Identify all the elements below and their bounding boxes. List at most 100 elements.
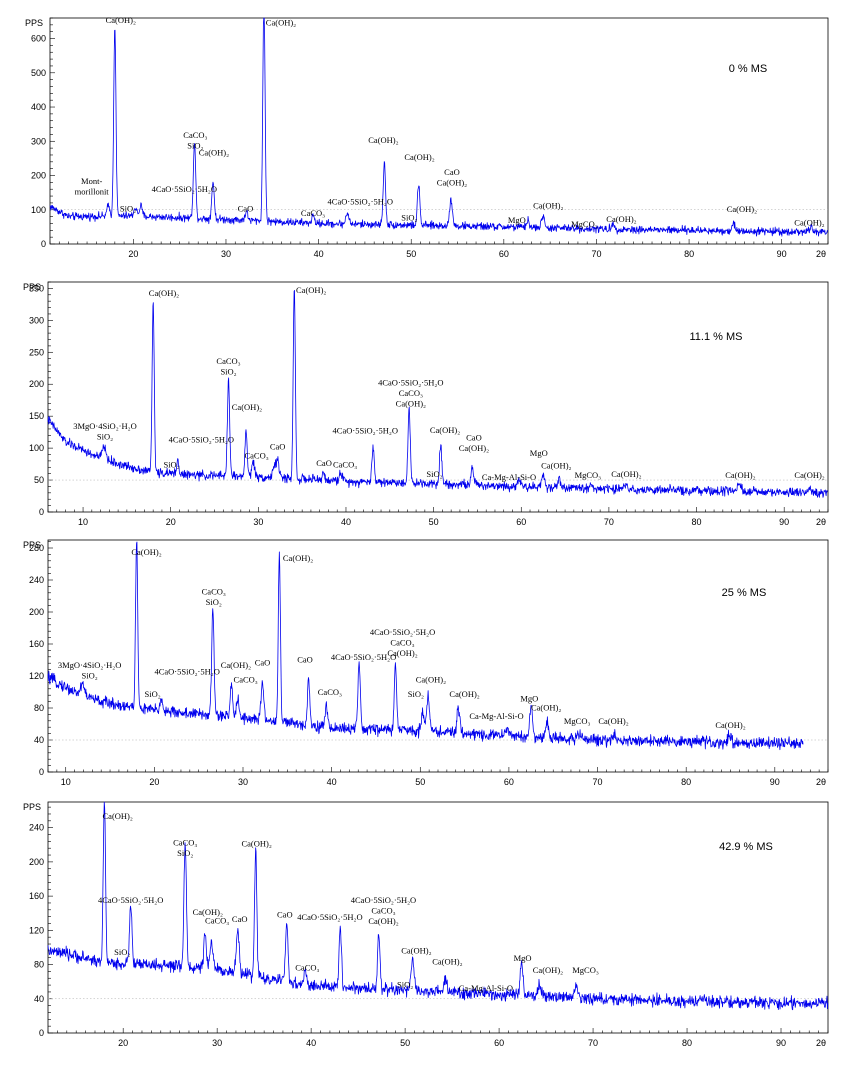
- diffraction-pattern-line: [47, 541, 804, 751]
- peak-annotation: SiO₂: [408, 689, 424, 699]
- peak-annotation: Ca(OH)₂: [598, 716, 628, 726]
- peak-annotation: MgO: [520, 694, 538, 704]
- peak-annotation-line: Ca(OH)₂: [149, 288, 179, 298]
- peak-annotation-line: CaCO₃: [333, 459, 357, 469]
- peak-annotation: Ca-Mg-Al-Si-O: [459, 983, 513, 993]
- peak-annotation-line: MgO: [520, 694, 538, 704]
- peak-annotation-line: CaCO₃: [371, 905, 395, 915]
- peak-annotation: Ca(OH)₂: [221, 660, 251, 670]
- x-tick-label: 80: [684, 249, 694, 259]
- peak-annotation: CaO: [297, 654, 313, 664]
- peak-annotation: Ca(OH)₂: [794, 218, 824, 228]
- peak-annotation: Ca(OH)₂: [432, 957, 462, 967]
- peak-annotation: 4CaO·5SiO₂·5H₂O: [331, 652, 396, 662]
- peak-annotation-line: SiO₂: [163, 459, 179, 469]
- peak-annotation-line: Ca(OH)₂: [611, 469, 641, 479]
- x-tick-label: 70: [593, 777, 603, 787]
- x-tick-label: 20: [118, 1038, 128, 1048]
- peak-annotation-line: 4CaO·5SiO₂·5H₂O: [331, 652, 396, 662]
- x-tick-label: 30: [212, 1038, 222, 1048]
- peak-annotation-line: SiO₂: [426, 469, 442, 479]
- peak-annotation-line: 4CaO·5SiO₂·5H₂O: [152, 184, 217, 194]
- peak-annotation: Ca(OH)₂: [193, 907, 223, 917]
- peak-annotation: CaO: [316, 458, 332, 468]
- peak-annotation-line: Ca(OH)₂: [106, 15, 136, 25]
- peak-annotation: Ca(OH)₂: [404, 152, 434, 162]
- peak-annotation-line: SiO₂: [177, 848, 193, 858]
- peak-annotation: Ca(OH)₂: [727, 204, 757, 214]
- peak-annotation-line: Ca-Mg-Al-Si-O: [469, 711, 523, 721]
- peak-annotation: MgO: [530, 448, 548, 458]
- x-tick-label: 70: [591, 249, 601, 259]
- peak-annotation-line: MgCO₃: [572, 965, 599, 975]
- x-tick-label: 10: [78, 517, 88, 527]
- peak-annotation: 4CaO·5SiO₂·5H₂O: [328, 197, 393, 207]
- y-tick-label: 100: [31, 205, 46, 215]
- peak-annotation: CaCO₃ SiO₂: [202, 586, 226, 607]
- peak-annotation-line: CaO: [297, 654, 313, 664]
- x-tick-label: 20: [128, 249, 138, 259]
- y-tick-label: 0: [39, 1028, 44, 1038]
- peak-annotation: Ca(OH)₂: [232, 402, 262, 412]
- peak-annotation: 4CaO·5SiO₂·5H₂O: [98, 895, 163, 905]
- peak-annotation: Ca(OH)₂: [531, 702, 561, 712]
- peak-annotation-line: 4CaO·5SiO₂·5H₂O: [370, 627, 435, 637]
- y-tick-label: 40: [34, 735, 44, 745]
- peak-annotation: 4CaO·5SiO₂·5H₂O: [152, 184, 217, 194]
- peak-annotation: Ca(OH)₂: [715, 720, 745, 730]
- peak-annotation-line: Mont-: [81, 176, 102, 186]
- y-tick-label: 0: [39, 767, 44, 777]
- peak-annotation: CaCO₃: [205, 915, 229, 925]
- peak-annotation: Ca(OH)₂: [266, 18, 296, 28]
- x-axis-label: 2θ: [816, 249, 826, 259]
- peak-annotation-line: Ca(OH)₂: [131, 547, 161, 557]
- x-tick-label: 60: [494, 1038, 504, 1048]
- peak-annotation: MgO: [514, 953, 532, 963]
- plot-frame: [49, 17, 829, 245]
- x-tick-label: 80: [692, 517, 702, 527]
- peak-annotation: Ca(OH)₂: [449, 689, 479, 699]
- peak-annotation: Ca(OH)₂: [794, 470, 824, 480]
- diffraction-pattern-line: [47, 289, 828, 498]
- peak-annotation: CaCO₃: [234, 674, 258, 684]
- peak-annotation: CaCO₃ SiO₂: [183, 130, 207, 151]
- x-tick-label: 80: [682, 1038, 692, 1048]
- peak-annotation-line: Ca(OH)₂: [794, 470, 824, 480]
- peak-annotation-line: Ca(OH)₂: [296, 285, 326, 295]
- diffraction-pattern-line: [49, 17, 829, 237]
- peak-annotation: Ca(OH)₂: [106, 15, 136, 25]
- plot-frame: [47, 539, 829, 773]
- peak-annotation: Ca(OH)₂: [533, 200, 563, 210]
- x-tick-label: 70: [588, 1038, 598, 1048]
- peak-annotation-line: 4CaO·5SiO₂·5H₂O: [328, 197, 393, 207]
- peak-annotation: SiO₂: [120, 203, 136, 213]
- peak-annotation-line: 3MgO·4SiO₂·H₂O: [58, 660, 122, 670]
- y-tick-label: 500: [31, 68, 46, 78]
- x-tick-label: 10: [61, 777, 71, 787]
- peak-annotation-line: Ca(OH)₂: [199, 148, 229, 158]
- x-tick-label: 40: [327, 777, 337, 787]
- peak-annotation: Ca(OH)₂: [416, 674, 446, 684]
- x-tick-label: 70: [604, 517, 614, 527]
- peak-annotation-line: CaCO₃: [301, 208, 325, 218]
- peak-annotation: CaO: [255, 658, 271, 668]
- peak-annotation-line: 4CaO·5SiO₂·5H₂O: [351, 895, 416, 905]
- x-tick-label: 40: [314, 249, 324, 259]
- peak-annotation-line: CaO: [316, 458, 332, 468]
- x-tick-label: 40: [306, 1038, 316, 1048]
- peak-annotation-line: Ca(OH)₂: [401, 945, 431, 955]
- peak-annotation: Ca-Mg-Al-Si-O: [469, 711, 523, 721]
- peak-annotation-line: SiO₂: [397, 980, 413, 990]
- sample-label: 25 % MS: [722, 587, 767, 599]
- peak-annotation: Ca(OH)₂: [606, 214, 636, 224]
- peak-annotation: Ca(OH)₂: [401, 945, 431, 955]
- peak-annotation-line: Ca(OH)₂: [432, 957, 462, 967]
- y-tick-label: 160: [29, 891, 44, 901]
- peak-annotation-line: Ca(OH)₂: [794, 218, 824, 228]
- peak-annotation-line: CaO: [255, 658, 271, 668]
- peak-annotation: 3MgO·4SiO₂·H₂O SiO₂: [73, 421, 137, 442]
- peak-annotation-line: Ca(OH)₂: [103, 811, 133, 821]
- x-axis-label: 2θ: [816, 1038, 826, 1048]
- peak-annotation-line: Ca(OH)₂: [221, 660, 251, 670]
